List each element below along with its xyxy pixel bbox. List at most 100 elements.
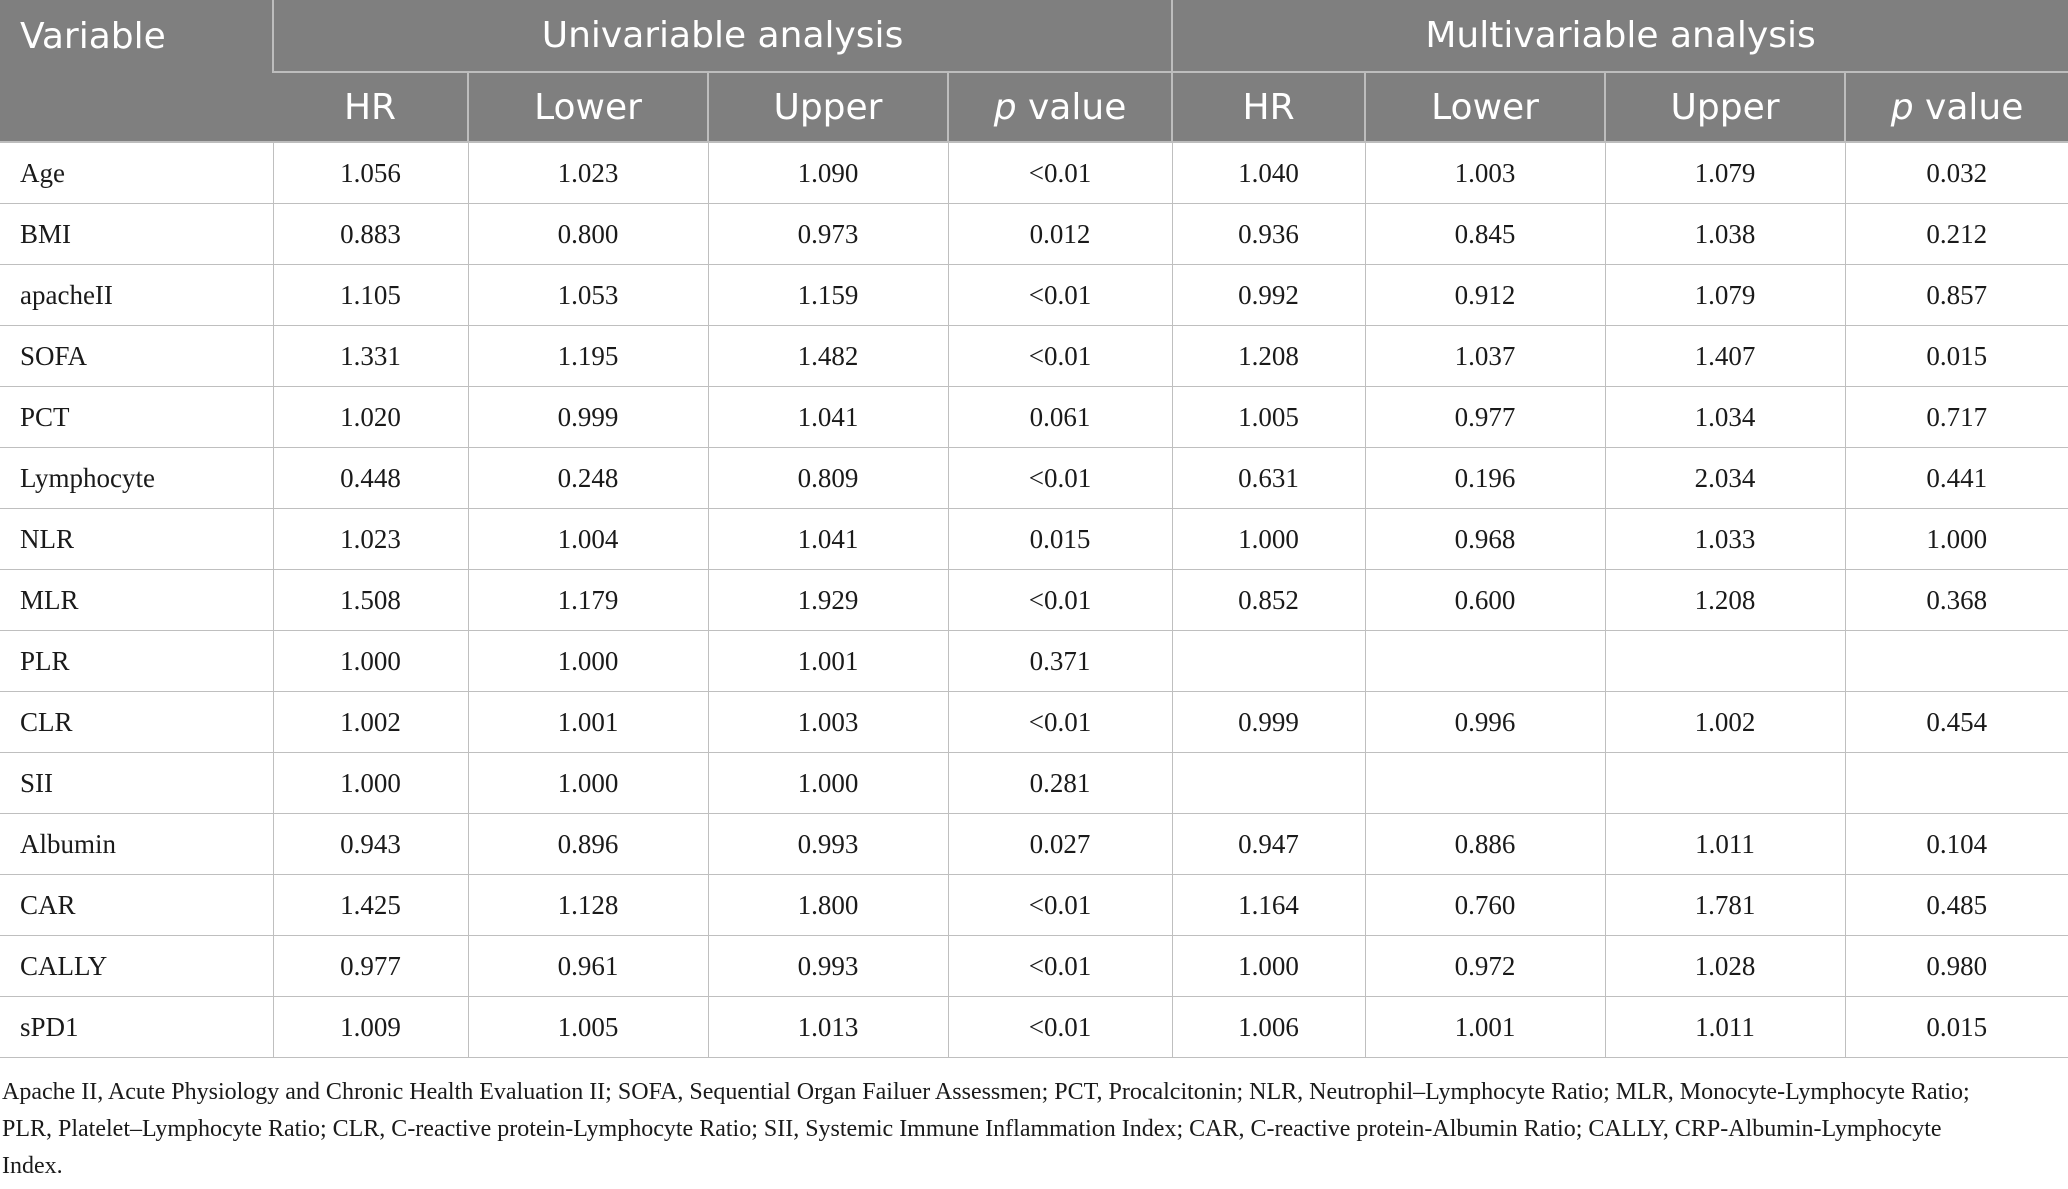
variable-cell: Albumin [0,813,274,875]
multi-lower-cell: 0.196 [1364,447,1606,509]
multi-upper-cell [1604,752,1846,814]
uni-lower-cell: 0.248 [467,447,709,509]
table-row: PLR 1.000 1.000 1.001 0.371 [0,630,2068,692]
uni-upper-cell: 1.159 [707,264,949,326]
uni-lower-cell: 1.005 [467,996,709,1058]
uni-upper-cell: 1.003 [707,691,949,753]
header-text: Upper [1670,86,1780,128]
multi-p-value-header: p value [1844,72,2068,143]
header-text: HR [1242,86,1295,128]
multi-p-value-cell: 0.717 [1844,386,2068,448]
table-row: Albumin 0.943 0.896 0.993 0.027 0.947 0.886 1.0… [0,813,2068,875]
table-row: BMI 0.883 0.800 0.973 0.012 0.936 0.845 1.038 0.… [0,203,2068,265]
uni-upper-cell: 1.482 [707,325,949,387]
multi-hr-cell [1171,630,1366,692]
header-text: Upper [773,86,883,128]
uni-p-value-header: p value [946,72,1173,143]
uni-hr-cell: 1.002 [272,691,469,753]
variable-cell: Age [0,141,274,204]
uni-p-value-cell: <0.01 [947,447,1173,509]
multi-p-value-cell: 0.015 [1844,325,2068,387]
multi-lower-cell: 0.977 [1364,386,1606,448]
table-row: sPD1 1.009 1.005 1.013 <0.01 1.006 1.001 1.011 0… [0,996,2068,1058]
variable-cell: PCT [0,386,274,448]
uni-lower-cell: 1.004 [467,508,709,570]
multi-upper-cell: 1.781 [1604,874,1846,936]
uni-p-value-cell: 0.015 [947,508,1173,570]
uni-p-value-cell: <0.01 [947,325,1173,387]
variable-cell: NLR [0,508,274,570]
multi-hr-cell: 0.992 [1171,264,1366,326]
multi-lower-cell: 0.968 [1364,508,1606,570]
variable-cell: apacheII [0,264,274,326]
uni-hr-cell: 1.009 [272,996,469,1058]
multi-p-value-cell: 0.015 [1844,996,2068,1058]
uni-hr-cell: 1.020 [272,386,469,448]
uni-lower-header: Lower [467,72,708,143]
uni-hr-cell: 1.105 [272,264,469,326]
uni-lower-cell: 1.023 [467,141,709,204]
multi-upper-cell [1604,630,1846,692]
multi-hr-cell: 1.164 [1171,874,1366,936]
uni-p-value-cell: 0.012 [947,203,1173,265]
table-row: CLR 1.002 1.001 1.003 <0.01 0.999 0.996 1.002 0.… [0,691,2068,753]
italic-prefix: p [993,86,1017,128]
uni-upper-cell: 1.929 [707,569,949,631]
uni-upper-cell: 1.013 [707,996,949,1058]
multi-p-value-cell: 0.857 [1844,264,2068,326]
table-body: Age 1.056 1.023 1.090 <0.01 1.040 1.003 1.079 0.… [0,141,2068,1058]
uni-upper-cell: 1.001 [707,630,949,692]
uni-upper-cell: 1.041 [707,386,949,448]
variable-cell: CLR [0,691,274,753]
multi-hr-cell: 0.936 [1171,203,1366,265]
table-row: MLR 1.508 1.179 1.929 <0.01 0.852 0.600 1.208 0.… [0,569,2068,631]
multi-p-value-cell: 1.000 [1844,508,2068,570]
header-text: Lower [1431,86,1539,128]
multi-hr-cell: 0.852 [1171,569,1366,631]
multi-p-value-cell: 0.104 [1844,813,2068,875]
variable-cell: CALLY [0,935,274,997]
multi-hr-cell: 0.999 [1171,691,1366,753]
uni-hr-cell: 0.448 [272,447,469,509]
header-text: value [1016,86,1127,128]
uni-p-value-cell: <0.01 [947,141,1173,204]
variable-cell: MLR [0,569,274,631]
uni-hr-cell: 1.331 [272,325,469,387]
multi-hr-header: HR [1171,72,1366,143]
uni-hr-cell: 0.977 [272,935,469,997]
multi-hr-cell: 1.000 [1171,508,1366,570]
multi-lower-cell: 1.001 [1364,996,1606,1058]
multi-lower-cell: 0.972 [1364,935,1606,997]
univariable-group-header: Univariable analysis [271,0,1173,73]
multi-upper-cell: 1.002 [1604,691,1846,753]
uni-upper-header: Upper [707,72,948,143]
multi-p-value-cell [1844,630,2068,692]
table-row: SOFA 1.331 1.195 1.482 <0.01 1.208 1.037 1.407 0… [0,325,2068,387]
table-header: Variable Univariable analysis Multivaria… [0,0,2068,143]
uni-upper-cell: 0.993 [707,813,949,875]
uni-hr-cell: 1.508 [272,569,469,631]
italic-prefix: p [1890,86,1914,128]
multi-hr-cell [1171,752,1366,814]
table-footnote: Apache II, Acute Physiology and Chronic … [2,1079,1970,1179]
uni-lower-cell: 1.195 [467,325,709,387]
multi-hr-cell: 1.000 [1171,935,1366,997]
uni-p-value-cell: <0.01 [947,996,1173,1058]
uni-hr-cell: 1.425 [272,874,469,936]
uni-upper-cell: 1.090 [707,141,949,204]
uni-lower-cell: 1.001 [467,691,709,753]
multi-upper-cell: 1.033 [1604,508,1846,570]
multi-lower-header: Lower [1364,72,1606,143]
uni-p-value-cell: <0.01 [947,874,1173,936]
uni-upper-cell: 1.000 [707,752,949,814]
table-row: CAR 1.425 1.128 1.800 <0.01 1.164 0.760 1.781 0.… [0,874,2068,936]
multi-p-value-cell: 0.032 [1844,141,2068,204]
multi-p-value-cell: 0.441 [1844,447,2068,509]
uni-lower-cell: 1.053 [467,264,709,326]
multi-upper-cell: 1.028 [1604,935,1846,997]
variable-cell: SII [0,752,274,814]
variable-cell: BMI [0,203,274,265]
uni-hr-header: HR [273,72,468,143]
header-text: HR [343,86,397,128]
